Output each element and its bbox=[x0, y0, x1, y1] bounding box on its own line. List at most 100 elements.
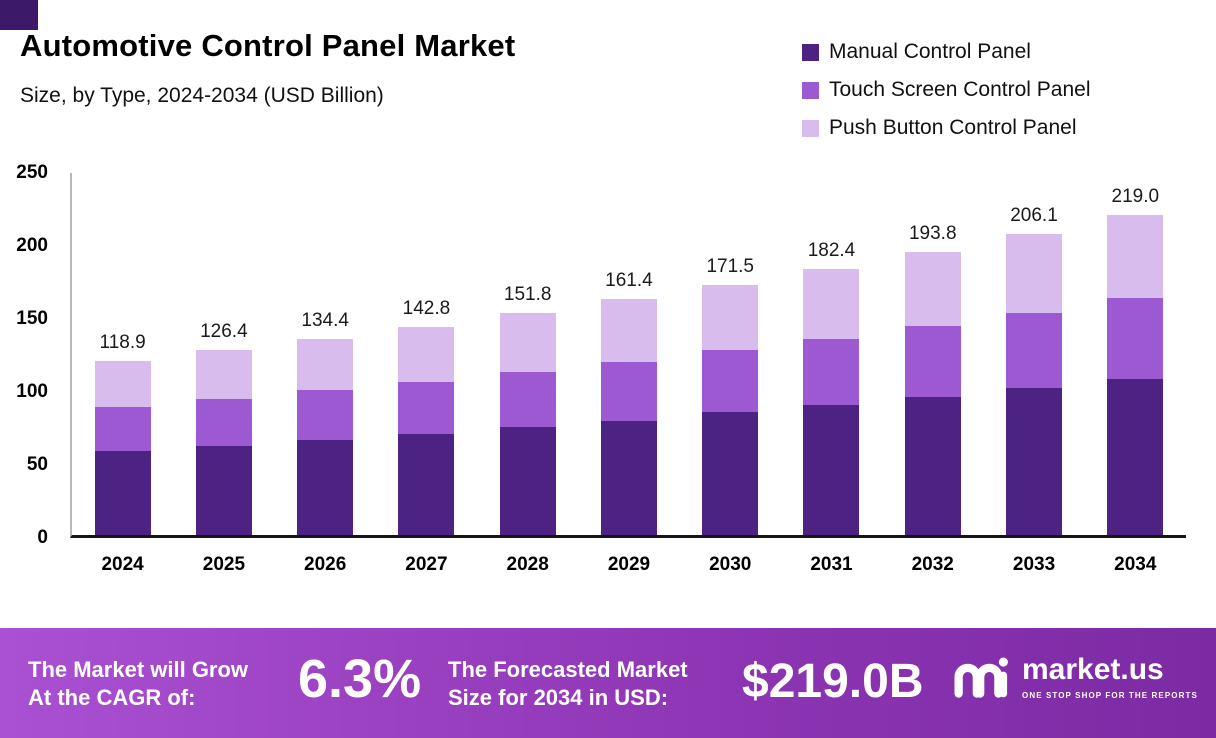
bar-total-label: 193.8 bbox=[908, 223, 957, 245]
bar-total-label: 219.0 bbox=[1111, 186, 1160, 208]
bar-segment-push-button bbox=[398, 326, 455, 382]
bar-segment-manual bbox=[803, 405, 860, 535]
y-tick-label: 50 bbox=[26, 454, 48, 475]
y-tick-label: 0 bbox=[37, 527, 48, 548]
bar-segment-touch-screen bbox=[499, 371, 556, 427]
bar-segment-touch-screen bbox=[94, 406, 151, 452]
x-tick-label: 2024 bbox=[101, 554, 144, 575]
bar-group-2031: 182.4 2031 bbox=[803, 173, 860, 575]
bar-segment-push-button bbox=[702, 284, 759, 351]
legend-label: Push Button Control Panel bbox=[829, 116, 1077, 139]
bar-segment-touch-screen bbox=[1006, 313, 1063, 389]
x-tick-label: 2028 bbox=[506, 554, 549, 575]
y-tick-label: 100 bbox=[16, 381, 48, 402]
bar-segment-push-button bbox=[600, 299, 657, 362]
bar-group-2033: 206.1 2033 bbox=[1006, 173, 1063, 575]
x-tick-label: 2029 bbox=[607, 554, 651, 575]
bar-2025 bbox=[195, 350, 252, 535]
bar-2024 bbox=[94, 361, 151, 535]
bar-segment-manual bbox=[904, 397, 961, 535]
bar-segment-manual bbox=[398, 434, 455, 535]
bar-2028 bbox=[499, 313, 556, 535]
bar-segment-touch-screen bbox=[398, 381, 455, 435]
bar-group-2026: 134.4 2026 bbox=[297, 173, 354, 575]
bar-group-2034: 219.0 2034 bbox=[1107, 173, 1164, 575]
bar-segment-touch-screen bbox=[297, 390, 354, 441]
market-us-logo-icon bbox=[952, 654, 1010, 705]
cagr-value: 6.3% bbox=[298, 649, 422, 709]
cagr-label-line1: The Market will Grow bbox=[28, 657, 249, 682]
legend-swatch bbox=[802, 43, 819, 61]
plot-area: 118.9 2024 126.4 2025 134.4 2026 142.8 2027 151.… bbox=[70, 173, 1186, 575]
x-tick-label: 2034 bbox=[1114, 554, 1157, 575]
bar-group-2027: 142.8 2027 bbox=[398, 173, 455, 575]
bar-total-label: 171.5 bbox=[706, 255, 754, 277]
bar-2027 bbox=[398, 326, 455, 535]
footer-banner: The Market will Grow At the CAGR of: 6.3… bbox=[0, 628, 1216, 738]
legend-item: Manual Control Panel bbox=[802, 40, 1091, 64]
bar-segment-touch-screen bbox=[702, 350, 759, 413]
legend-item: Push Button Control Panel bbox=[802, 116, 1091, 140]
bar-2032 bbox=[904, 252, 961, 535]
bar-segment-manual bbox=[1107, 378, 1164, 535]
bar-total-label: 206.1 bbox=[1010, 205, 1058, 227]
bar-group-2030: 171.5 2030 bbox=[702, 173, 759, 575]
y-tick-label: 150 bbox=[16, 308, 48, 329]
bar-segment-push-button bbox=[1006, 234, 1063, 314]
bar-segment-touch-screen bbox=[195, 399, 252, 446]
bar-segment-manual bbox=[702, 412, 759, 535]
cagr-label-line2: At the CAGR of: bbox=[28, 685, 196, 711]
legend-item: Touch Screen Control Panel bbox=[802, 78, 1091, 102]
bar-segment-touch-screen bbox=[1107, 298, 1164, 379]
bar-group-2029: 161.4 2029 bbox=[600, 173, 657, 575]
forecast-label: The Forecasted Market Size for 2034 in U… bbox=[448, 656, 688, 712]
brand-logo: market.us ONE STOP SHOP FOR THE REPORTS bbox=[952, 654, 1198, 705]
bar-segment-push-button bbox=[1107, 215, 1164, 299]
forecast-label-line2: Size for 2034 in USD: bbox=[448, 685, 669, 711]
bar-segment-manual bbox=[94, 451, 151, 535]
bar-2026 bbox=[297, 338, 354, 535]
legend: Manual Control Panel Touch Screen Control… bbox=[802, 40, 1091, 140]
bar-2030 bbox=[702, 284, 759, 535]
bar-segment-push-button bbox=[195, 350, 252, 400]
y-tick-label: 250 bbox=[16, 162, 48, 183]
legend-swatch bbox=[802, 81, 819, 99]
legend-label: Touch Screen Control Panel bbox=[829, 78, 1091, 101]
x-tick-label: 2027 bbox=[405, 554, 448, 575]
bar-segment-touch-screen bbox=[803, 338, 860, 406]
header: Automotive Control Panel Market Size, by… bbox=[20, 28, 515, 108]
cagr-label: The Market will Grow At the CAGR of: bbox=[28, 656, 248, 712]
bar-2029 bbox=[600, 299, 657, 535]
corner-decoration bbox=[0, 0, 38, 30]
forecast-value: $219.0B bbox=[742, 655, 924, 708]
bar-segment-push-button bbox=[904, 252, 961, 327]
x-tick-label: 2030 bbox=[709, 554, 752, 575]
legend-label: Manual Control Panel bbox=[829, 40, 1031, 63]
y-tick-label: 200 bbox=[16, 235, 48, 256]
bar-segment-push-button bbox=[94, 361, 151, 407]
y-axis: 0 50 100 150 200 250 bbox=[0, 162, 58, 548]
bar-group-2024: 118.9 2024 bbox=[94, 173, 151, 575]
bar-group-2032: 193.8 2032 bbox=[904, 173, 961, 575]
bar-total-label: 151.8 bbox=[503, 284, 552, 306]
bar-total-label: 161.4 bbox=[605, 270, 653, 292]
bar-group-2028: 151.8 2028 bbox=[499, 173, 556, 575]
bar-total-label: 182.4 bbox=[807, 239, 856, 261]
bar-segment-touch-screen bbox=[904, 326, 961, 398]
chart-title: Automotive Control Panel Market bbox=[20, 28, 516, 63]
bar-segment-manual bbox=[297, 440, 354, 535]
brand-name: market.us bbox=[1022, 653, 1164, 686]
bar-2033 bbox=[1006, 234, 1063, 535]
bar-group-2025: 126.4 2025 bbox=[195, 173, 252, 575]
bar-segment-manual bbox=[499, 426, 556, 535]
forecast-label-line1: The Forecasted Market bbox=[448, 657, 688, 682]
bar-segment-push-button bbox=[297, 338, 354, 391]
bar-total-label: 134.4 bbox=[301, 309, 349, 331]
bar-segment-manual bbox=[1006, 388, 1063, 535]
bar-2034 bbox=[1107, 215, 1164, 535]
bar-segment-push-button bbox=[803, 268, 860, 339]
bar-segment-touch-screen bbox=[600, 362, 657, 422]
brand-tagline: ONE STOP SHOP FOR THE REPORTS bbox=[1022, 690, 1198, 700]
chart-subtitle: Size, by Type, 2024-2034 (USD Billion) bbox=[20, 84, 384, 107]
legend-swatch bbox=[802, 119, 819, 137]
